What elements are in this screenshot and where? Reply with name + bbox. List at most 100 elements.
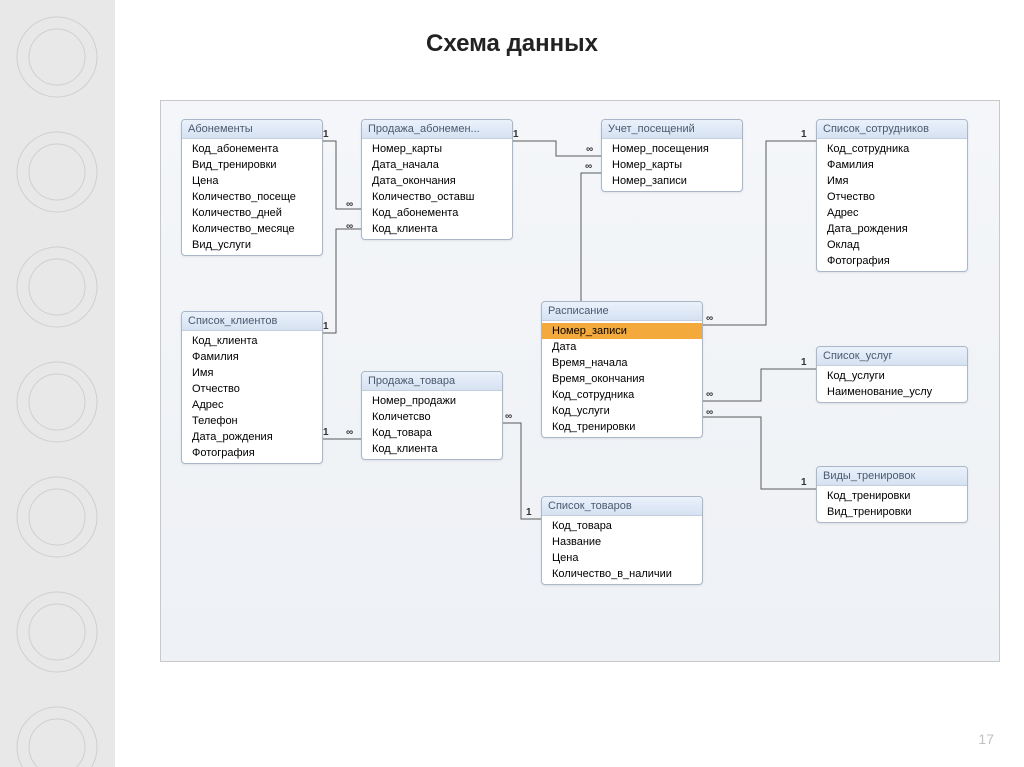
cardinality-label: ∞ [505,411,512,422]
table-header[interactable]: Продажа_абонемен... [362,120,512,139]
field[interactable]: Количество_месяце [182,221,322,237]
field[interactable]: Номер_карты [362,141,512,157]
field[interactable]: Код_услуги [817,368,967,384]
field[interactable]: Количетсво [362,409,502,425]
field[interactable]: Код_товара [542,518,702,534]
table-prodtov[interactable]: Продажа_товараНомер_продажиКоличетсвоКод… [361,371,503,460]
field[interactable]: Количество_посеще [182,189,322,205]
cardinality-label: ∞ [706,313,713,324]
field[interactable]: Фотография [182,445,322,461]
table-header[interactable]: Продажа_товара [362,372,502,391]
table-header[interactable]: Список_клиентов [182,312,322,331]
table-header[interactable]: Расписание [542,302,702,321]
table-prodabon[interactable]: Продажа_абонемен...Номер_картыДата_начал… [361,119,513,240]
field[interactable]: Код_сотрудника [542,387,702,403]
field[interactable]: Номер_карты [602,157,742,173]
cardinality-label: ∞ [585,161,592,172]
field[interactable]: Наименование_услу [817,384,967,400]
field[interactable]: Время_окончания [542,371,702,387]
cardinality-label: 1 [323,427,329,438]
table-uchet[interactable]: Учет_посещенийНомер_посещенияНомер_карты… [601,119,743,192]
table-abon[interactable]: АбонементыКод_абонементаВид_тренировкиЦе… [181,119,323,256]
field[interactable]: Фамилия [817,157,967,173]
table-body: Код_услугиНаименование_услу [817,366,967,402]
field[interactable]: Вид_тренировки [182,157,322,173]
field[interactable]: Адрес [817,205,967,221]
table-body: Номер_записиДатаВремя_началаВремя_оконча… [542,321,702,437]
field[interactable]: Номер_продажи [362,393,502,409]
field[interactable]: Фамилия [182,349,322,365]
field[interactable]: Адрес [182,397,322,413]
cardinality-label: 1 [323,321,329,332]
field[interactable]: Код_абонемента [362,205,512,221]
field[interactable]: Количество_дней [182,205,322,221]
table-header[interactable]: Учет_посещений [602,120,742,139]
table-klienty[interactable]: Список_клиентовКод_клиентаФамилияИмяОтче… [181,311,323,464]
field[interactable]: Оклад [817,237,967,253]
field[interactable]: Дата_рождения [182,429,322,445]
field[interactable]: Отчество [817,189,967,205]
page-title: Схема данных [0,30,1024,58]
field[interactable]: Дата_рождения [817,221,967,237]
field[interactable]: Вид_тренировки [817,504,967,520]
field[interactable]: Телефон [182,413,322,429]
cardinality-label: ∞ [706,389,713,400]
field[interactable]: Дата_окончания [362,173,512,189]
field[interactable]: Цена [182,173,322,189]
field[interactable]: Название [542,534,702,550]
table-sotr[interactable]: Список_сотрудниковКод_сотрудникаФамилияИ… [816,119,968,272]
field[interactable]: Количество_оставш [362,189,512,205]
table-uslugi[interactable]: Список_услугКод_услугиНаименование_услу [816,346,968,403]
cardinality-label: 1 [801,357,807,368]
cardinality-label: ∞ [346,427,353,438]
table-header[interactable]: Список_сотрудников [817,120,967,139]
table-tovary[interactable]: Список_товаровКод_товараНазваниеЦенаКоли… [541,496,703,585]
field[interactable]: Номер_записи [542,323,702,339]
field[interactable]: Код_клиента [182,333,322,349]
cardinality-label: 1 [526,507,532,518]
table-body: Код_тренировкиВид_тренировки [817,486,967,522]
table-trener[interactable]: Виды_тренировокКод_тренировкиВид_трениро… [816,466,968,523]
field[interactable]: Дата_начала [362,157,512,173]
table-body: Номер_продажиКоличетсвоКод_товараКод_кли… [362,391,502,459]
cardinality-label: ∞ [346,199,353,210]
field[interactable]: Имя [817,173,967,189]
field[interactable]: Номер_записи [602,173,742,189]
decorative-sidebar [0,0,115,767]
field[interactable]: Код_клиента [362,221,512,237]
table-rasp[interactable]: РасписаниеНомер_записиДатаВремя_началаВр… [541,301,703,438]
table-header[interactable]: Список_товаров [542,497,702,516]
field[interactable]: Цена [542,550,702,566]
table-header[interactable]: Абонементы [182,120,322,139]
table-header[interactable]: Список_услуг [817,347,967,366]
field[interactable]: Дата [542,339,702,355]
field[interactable]: Код_абонемента [182,141,322,157]
field[interactable]: Имя [182,365,322,381]
field[interactable]: Вид_услуги [182,237,322,253]
field[interactable]: Отчество [182,381,322,397]
field[interactable]: Фотография [817,253,967,269]
table-header[interactable]: Виды_тренировок [817,467,967,486]
field[interactable]: Время_начала [542,355,702,371]
page-number: 17 [978,731,994,747]
schema-canvas: 1∞1∞1∞1∞∞11∞1∞1∞1∞АбонементыКод_абонемен… [160,100,1000,662]
field[interactable]: Код_тренировки [542,419,702,435]
field[interactable]: Количество_в_наличии [542,566,702,582]
cardinality-label: ∞ [586,144,593,155]
table-body: Номер_посещенияНомер_картыНомер_записи [602,139,742,191]
field[interactable]: Код_товара [362,425,502,441]
table-body: Номер_картыДата_началаДата_окончанияКоли… [362,139,512,239]
field[interactable]: Номер_посещения [602,141,742,157]
table-body: Код_сотрудникаФамилияИмяОтчествоАдресДат… [817,139,967,271]
cardinality-label: 1 [323,129,329,140]
field[interactable]: Код_сотрудника [817,141,967,157]
table-body: Код_абонементаВид_тренировкиЦенаКоличест… [182,139,322,255]
cardinality-label: ∞ [346,221,353,232]
table-body: Код_клиентаФамилияИмяОтчествоАдресТелефо… [182,331,322,463]
field[interactable]: Код_тренировки [817,488,967,504]
cardinality-label: ∞ [706,407,713,418]
table-body: Код_товараНазваниеЦенаКоличество_в_налич… [542,516,702,584]
field[interactable]: Код_клиента [362,441,502,457]
field[interactable]: Код_услуги [542,403,702,419]
cardinality-label: 1 [801,477,807,488]
